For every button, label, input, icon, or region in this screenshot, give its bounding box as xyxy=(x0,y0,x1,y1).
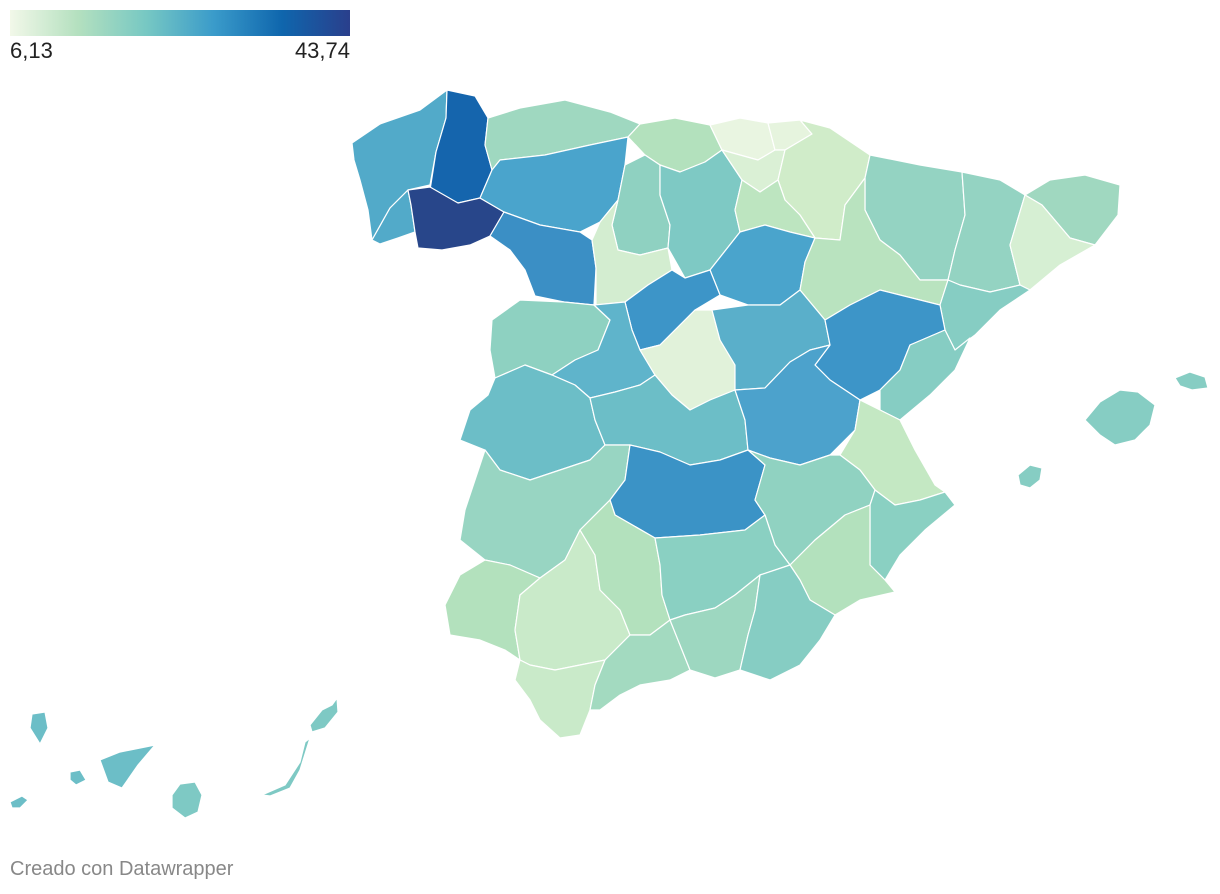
region-menorca: Menorca xyxy=(1174,371,1209,391)
color-legend: 6,13 43,74 xyxy=(10,10,350,62)
legend-gradient-bar xyxy=(10,10,350,36)
legend-max-label: 43,74 xyxy=(294,38,350,63)
region-malaga: Málaga xyxy=(589,619,691,711)
region-cadiz: Cádiz xyxy=(514,659,606,739)
legend-labels: 6,13 43,74 xyxy=(10,40,350,62)
credit-text: Creado con Datawrapper xyxy=(10,858,234,880)
region-ibiza: Ibiza xyxy=(1017,464,1043,489)
region-alicante: Alicante xyxy=(869,489,956,581)
region-a-coruna: A Coruña xyxy=(351,89,448,241)
region-almeria: Almería xyxy=(739,564,836,681)
region-las-palmas: Las Palmas xyxy=(171,697,339,819)
region-zamora: Zamora xyxy=(489,211,597,306)
region-ourense: Ourense xyxy=(407,186,505,251)
region-tarragona: Tarragona xyxy=(939,279,1031,351)
region-santa-cruz-de-tenerife: Santa Cruz de Tenerife xyxy=(9,711,156,809)
region-mallorca: Mallorca xyxy=(1084,389,1156,446)
legend-min-label: 6,13 xyxy=(10,38,53,63)
